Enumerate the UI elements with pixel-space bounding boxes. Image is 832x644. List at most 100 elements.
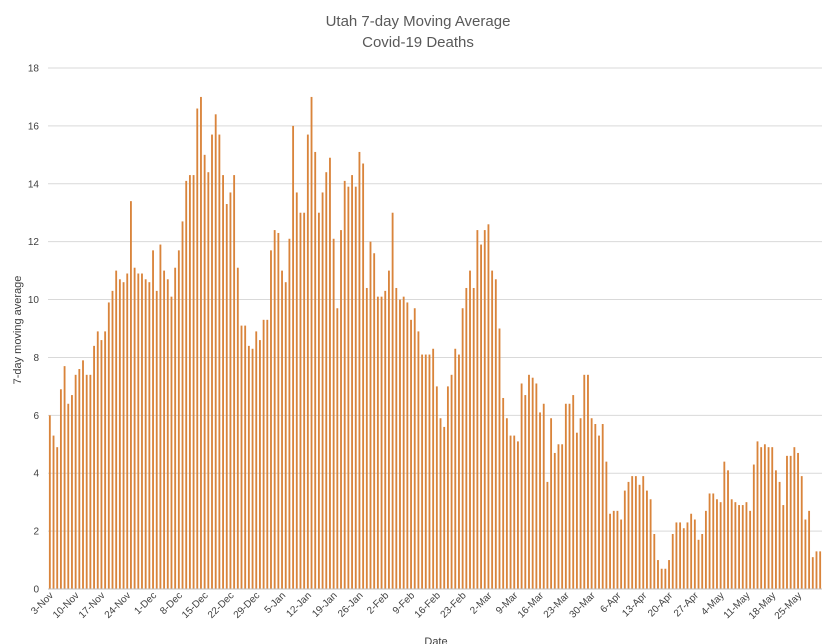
bar (575, 432, 578, 589)
bar (502, 397, 505, 589)
x-tick-label: 16-Feb (413, 590, 443, 620)
x-tick-label: 30-Mar (568, 590, 599, 621)
bar (388, 270, 390, 589)
bar (782, 505, 785, 589)
bar (539, 412, 541, 589)
bar (255, 331, 258, 589)
bar (93, 345, 95, 589)
bar (144, 279, 147, 589)
bar (351, 175, 353, 589)
bar (288, 238, 291, 589)
bar (542, 403, 545, 589)
bar (185, 180, 188, 589)
bar (634, 476, 637, 589)
bar (804, 519, 807, 589)
bar (295, 192, 298, 589)
bar (421, 354, 424, 589)
bar (741, 505, 744, 589)
bar (365, 287, 368, 589)
bar (277, 232, 280, 590)
bar (369, 241, 372, 590)
bar (568, 403, 571, 589)
bar (745, 502, 748, 589)
bar (148, 282, 151, 589)
bar (67, 403, 70, 589)
bar (509, 435, 512, 589)
bar (52, 435, 55, 589)
bar (590, 418, 593, 589)
x-tick-label: 15-Dec (180, 590, 211, 621)
y-tick-label: 10 (28, 295, 40, 306)
bar (704, 510, 707, 589)
bar (793, 447, 796, 589)
bar (343, 180, 346, 589)
bar (207, 172, 210, 589)
x-tick-label: 24-Nov (103, 590, 134, 621)
bar (797, 452, 799, 589)
bar (122, 282, 125, 589)
bar (336, 308, 339, 589)
bar (155, 290, 158, 589)
bar (609, 513, 611, 589)
bar (811, 557, 814, 589)
bar (701, 534, 704, 589)
bar (177, 250, 180, 589)
bar (579, 418, 582, 589)
bar (605, 461, 608, 589)
bar (391, 212, 394, 589)
bar (251, 348, 254, 589)
bar (616, 510, 619, 589)
bar (494, 279, 497, 589)
x-tick-label: 1-Dec (132, 590, 159, 617)
chart-title: Utah 7-day Moving Average (326, 13, 511, 30)
bar (240, 325, 243, 589)
bar (211, 134, 213, 589)
x-tick-label: 2-Mar (468, 590, 495, 617)
y-axis-ticks: 0 2 4 6 8 10 12 14 16 18 (28, 64, 40, 596)
chart-subtitle: Covid-19 Deaths (362, 34, 474, 51)
bar (664, 568, 667, 589)
bar (354, 186, 357, 590)
bar (789, 455, 792, 589)
bar (697, 539, 700, 589)
bar (214, 114, 217, 589)
bar (738, 505, 740, 589)
bar (273, 230, 276, 589)
bar (340, 230, 342, 589)
bar (107, 302, 110, 589)
bar (229, 192, 232, 589)
bar (71, 395, 73, 589)
bar (332, 238, 335, 589)
bar (310, 96, 313, 589)
bar (78, 369, 81, 589)
y-tick-label: 0 (33, 585, 39, 596)
x-tick-label: 10-Nov (51, 590, 82, 621)
bar (524, 395, 527, 589)
bar (314, 151, 317, 589)
bar (115, 270, 118, 589)
bar (399, 299, 401, 589)
bar (623, 490, 626, 589)
bar (317, 212, 320, 589)
bar (380, 296, 383, 589)
bar (642, 476, 645, 589)
bar (244, 325, 247, 589)
bar (126, 273, 129, 589)
bar (362, 163, 365, 589)
bar (550, 418, 553, 589)
bar (734, 502, 737, 589)
bar (712, 493, 715, 589)
y-axis-label: 7-day moving average (12, 276, 24, 385)
bars (48, 96, 822, 590)
x-tick-label: 19-Jan (310, 590, 339, 619)
bar (247, 345, 250, 589)
bar (465, 287, 468, 589)
bar (760, 447, 763, 589)
bar (96, 331, 99, 589)
bar (141, 273, 143, 589)
bar (454, 348, 457, 589)
bar (299, 212, 302, 589)
bar (752, 464, 755, 589)
bar (303, 212, 306, 589)
